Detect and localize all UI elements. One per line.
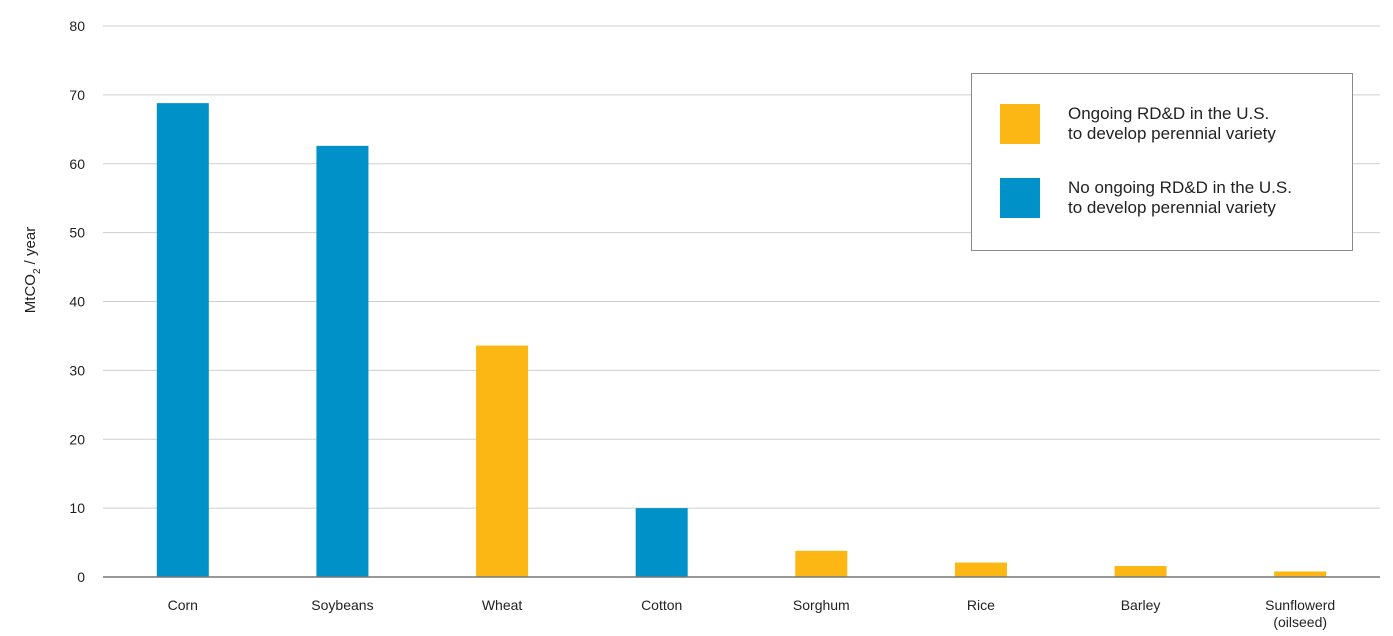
y-tick-label: 50 [69, 225, 85, 241]
bar-sunflowerd [1274, 571, 1327, 577]
bar-soybeans [316, 145, 369, 577]
x-category-label: Sunflowerd (oilseed) [1265, 597, 1335, 630]
y-tick-label: 70 [69, 87, 85, 103]
y-tick-label: 10 [69, 500, 85, 516]
bar-cotton [635, 508, 688, 577]
legend: Ongoing RD&D in the U.S. to develop pere… [971, 73, 1353, 251]
x-category-label: Wheat [482, 597, 523, 613]
x-category-label: Rice [967, 597, 995, 613]
bars [156, 103, 1327, 577]
bar-barley [1114, 565, 1167, 577]
y-tick-label: 30 [69, 362, 85, 378]
legend-label-no-ongoing-rdd: No ongoing RD&D in the U.S. to develop p… [1068, 178, 1292, 217]
legend-label-ongoing-rdd: Ongoing RD&D in the U.S. to develop pere… [1068, 104, 1276, 143]
x-axis-categories: Corn Soybeans Wheat Cotton Sorghum Rice Barley… [168, 597, 1336, 630]
legend-item-no-ongoing-rdd: No ongoing RD&D in the U.S. to develop p… [1000, 178, 1292, 218]
bar-wheat [476, 345, 529, 577]
legend-swatch-no-ongoing-rdd [1000, 178, 1040, 218]
y-tick-label: 20 [69, 431, 85, 447]
y-axis-label: MtCO2 / year [22, 227, 43, 313]
x-category-label: Sorghum [793, 597, 850, 613]
legend-item-ongoing-rdd: Ongoing RD&D in the U.S. to develop pere… [1000, 104, 1276, 144]
gridlines [103, 25, 1380, 509]
x-category-label: Corn [168, 597, 198, 613]
bar-rice [954, 562, 1007, 577]
x-category-label: Soybeans [311, 597, 373, 613]
y-tick-label: 80 [69, 18, 85, 34]
x-category-label: Cotton [641, 597, 682, 613]
y-tick-label: 60 [69, 156, 85, 172]
x-category-label: Barley [1121, 597, 1161, 613]
y-axis-ticks: 0 10 20 30 40 50 60 70 80 [69, 18, 85, 585]
y-tick-label: 0 [77, 569, 85, 585]
y-tick-label: 40 [69, 294, 85, 310]
bar-corn [156, 103, 209, 577]
bar-sorghum [795, 550, 848, 577]
legend-swatch-ongoing-rdd [1000, 104, 1040, 144]
